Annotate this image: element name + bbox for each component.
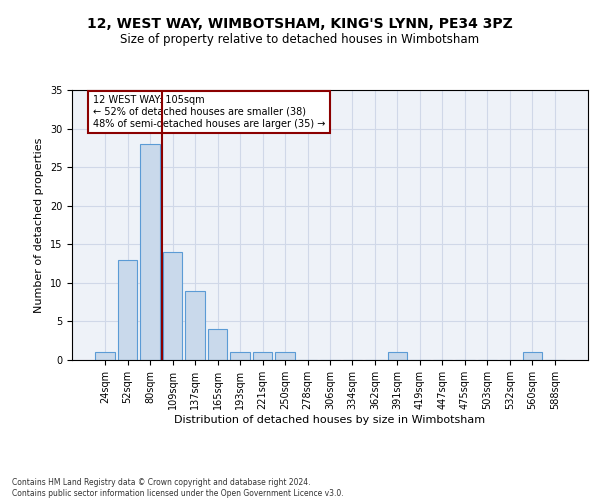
Y-axis label: Number of detached properties: Number of detached properties (34, 138, 44, 312)
Bar (523, 352, 542, 360)
X-axis label: Distribution of detached houses by size in Wimbotsham: Distribution of detached houses by size … (175, 414, 485, 424)
Text: 12, WEST WAY, WIMBOTSHAM, KING'S LYNN, PE34 3PZ: 12, WEST WAY, WIMBOTSHAM, KING'S LYNN, P… (87, 18, 513, 32)
Bar (208, 329, 227, 360)
Bar (95, 352, 115, 360)
Bar (388, 352, 407, 360)
Bar (140, 144, 160, 360)
Bar (118, 260, 137, 360)
Bar (163, 252, 182, 360)
Text: Contains HM Land Registry data © Crown copyright and database right 2024.
Contai: Contains HM Land Registry data © Crown c… (12, 478, 344, 498)
Bar (253, 352, 272, 360)
Bar (185, 290, 205, 360)
Text: 12 WEST WAY: 105sqm
← 52% of detached houses are smaller (38)
48% of semi-detach: 12 WEST WAY: 105sqm ← 52% of detached ho… (92, 96, 325, 128)
Text: Size of property relative to detached houses in Wimbotsham: Size of property relative to detached ho… (121, 32, 479, 46)
Bar (230, 352, 250, 360)
Bar (275, 352, 295, 360)
